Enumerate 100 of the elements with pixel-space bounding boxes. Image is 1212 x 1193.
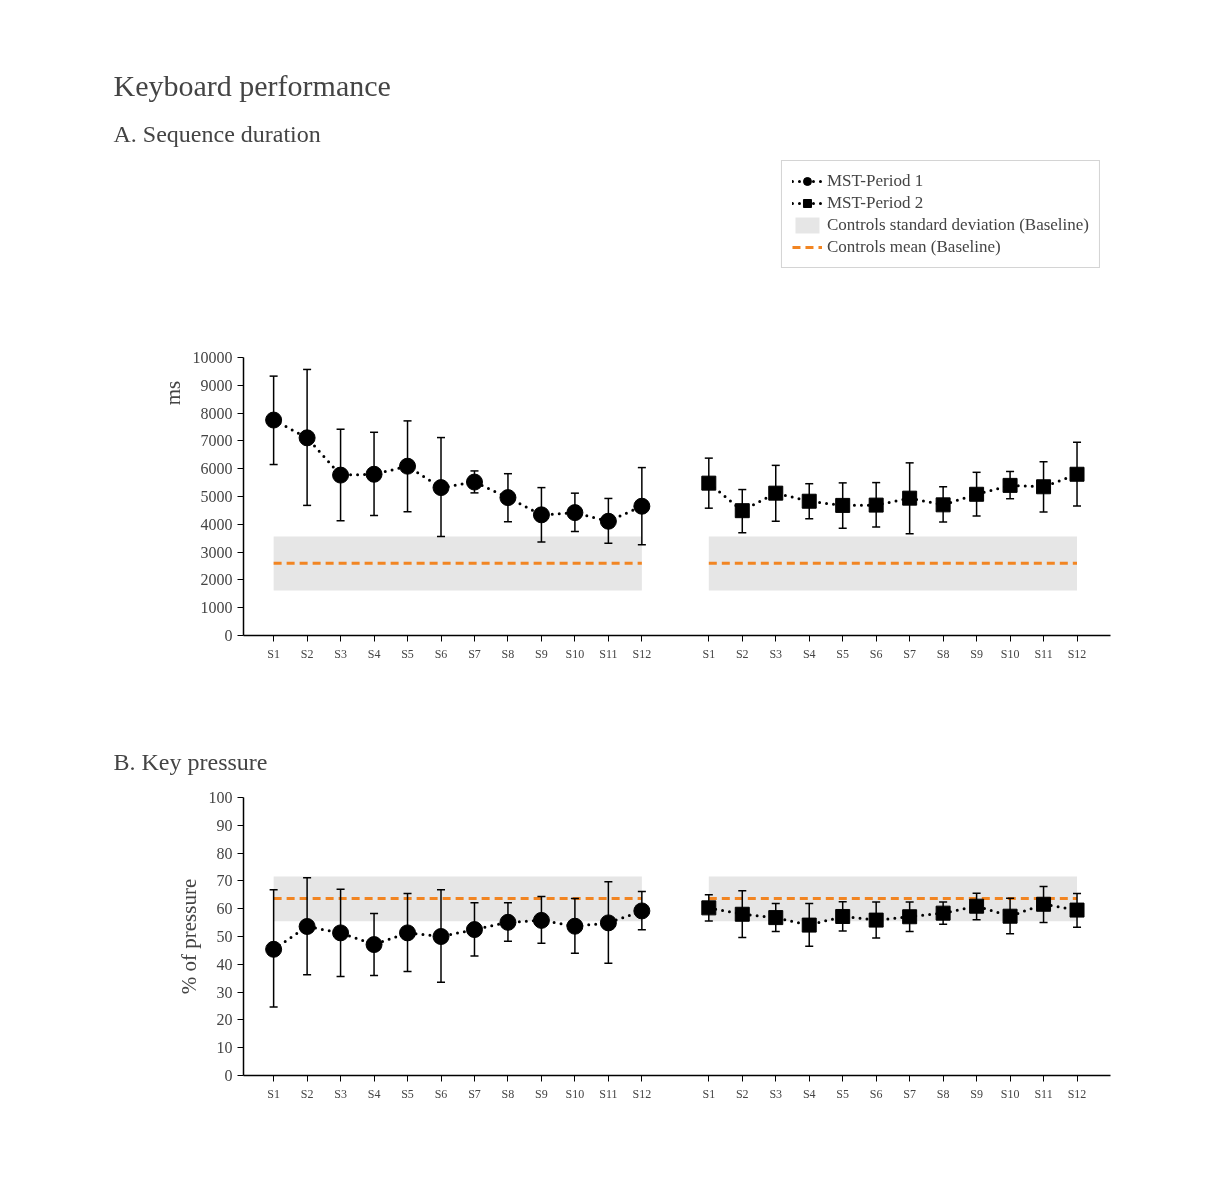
x-tick-label: S10: [565, 646, 585, 661]
x-tick-label: S6: [869, 646, 883, 661]
chart-title: B. Key pressure: [113, 749, 268, 775]
x-tick-label: S1: [267, 1086, 280, 1101]
point: [1002, 908, 1018, 924]
point: [969, 898, 985, 914]
point: [768, 485, 784, 501]
x-tick-label: S2: [735, 1086, 749, 1101]
point: [701, 900, 717, 916]
x-tick-label: S10: [565, 1086, 585, 1101]
point: [835, 497, 851, 513]
point: [298, 429, 316, 447]
y-tick-label: 0: [224, 1067, 233, 1084]
x-tick-label: S8: [501, 646, 515, 661]
x-tick-label: S7: [903, 1086, 916, 1101]
point: [399, 924, 417, 942]
point: [701, 475, 717, 491]
y-tick-label: 100: [208, 789, 233, 806]
y-tick-label: 10: [216, 1039, 233, 1057]
point: [1036, 479, 1052, 495]
y-tick-label: 9000: [200, 376, 233, 394]
y-tick-label: 0: [224, 627, 233, 644]
point: [599, 512, 617, 530]
x-tick-label: S4: [802, 1086, 816, 1101]
x-tick-label: S12: [1067, 646, 1087, 661]
point: [935, 497, 951, 513]
x-tick-label: S5: [401, 646, 414, 661]
point: [734, 503, 750, 519]
x-tick-label: S11: [1034, 1086, 1053, 1101]
x-tick-label: S6: [434, 646, 448, 661]
point: [265, 411, 283, 429]
point: [902, 490, 918, 506]
point: [969, 486, 985, 502]
y-tick-label: 80: [216, 844, 233, 862]
x-tick-label: S7: [468, 646, 481, 661]
x-tick-label: S1: [702, 646, 716, 661]
chart-subtitle: A. Sequence duration: [113, 120, 321, 147]
y-tick-label: 6000: [200, 460, 233, 478]
x-tick-label: S12: [632, 646, 652, 661]
point: [265, 940, 283, 958]
x-tick-label: S12: [632, 1086, 652, 1101]
point: [868, 912, 884, 928]
x-tick-label: S4: [367, 646, 381, 661]
x-tick-label: S3: [769, 646, 783, 661]
x-tick-label: S1: [267, 646, 280, 661]
y-tick-label: 60: [216, 900, 233, 918]
x-tick-label: S10: [1000, 1086, 1020, 1101]
point: [465, 921, 483, 939]
legend-label: MST-Period 1: [826, 171, 924, 191]
x-tick-label: S8: [936, 1086, 950, 1101]
x-tick-label: S10: [1000, 646, 1020, 661]
point: [365, 936, 383, 954]
x-tick-label: S2: [300, 646, 314, 661]
point: [868, 497, 884, 513]
y-tick-label: 70: [216, 872, 233, 890]
point: [633, 497, 651, 515]
point: [298, 918, 316, 935]
point: [835, 908, 851, 924]
x-tick-label: S7: [903, 646, 916, 661]
point: [935, 905, 951, 921]
y-tick-label: 20: [216, 1011, 233, 1029]
y-tick-label: 3000: [200, 543, 233, 561]
point: [566, 504, 584, 522]
point: [332, 466, 350, 484]
point: [1069, 466, 1085, 482]
x-tick-label: S3: [334, 1086, 347, 1101]
x-tick-label: S11: [599, 1086, 618, 1101]
point: [1036, 896, 1052, 912]
point: [801, 917, 817, 933]
x-tick-label: S11: [599, 646, 618, 661]
y-tick-label: 7000: [200, 432, 233, 450]
x-tick-label: S5: [401, 1086, 414, 1101]
x-tick-label: S2: [735, 646, 749, 661]
point: [902, 909, 918, 925]
chart-title: Keyboard performance: [113, 69, 391, 102]
point: [499, 913, 517, 931]
x-tick-label: S9: [970, 646, 983, 661]
x-tick-label: S3: [334, 646, 347, 661]
x-tick-label: S4: [802, 646, 816, 661]
x-tick-label: S9: [535, 646, 548, 661]
point: [599, 914, 617, 932]
point: [499, 489, 517, 507]
x-tick-label: S4: [367, 1086, 381, 1101]
point: [399, 457, 417, 475]
y-tick-label: 30: [216, 983, 233, 1001]
point: [465, 473, 483, 491]
point: [532, 506, 550, 524]
y-tick-label: 5000: [200, 488, 233, 505]
x-tick-label: S1: [702, 1086, 716, 1101]
point: [734, 906, 750, 922]
y-tick-label: 10000: [192, 349, 233, 366]
x-tick-label: S9: [535, 1086, 548, 1101]
legend-label: Controls standard deviation (Baseline): [826, 215, 1089, 235]
x-tick-label: S3: [769, 1086, 783, 1101]
point: [1002, 477, 1018, 493]
point: [768, 910, 784, 926]
x-tick-label: S9: [970, 1086, 983, 1101]
y-tick-label: 40: [216, 955, 233, 973]
point: [801, 493, 817, 509]
x-tick-label: S7: [468, 1086, 481, 1101]
